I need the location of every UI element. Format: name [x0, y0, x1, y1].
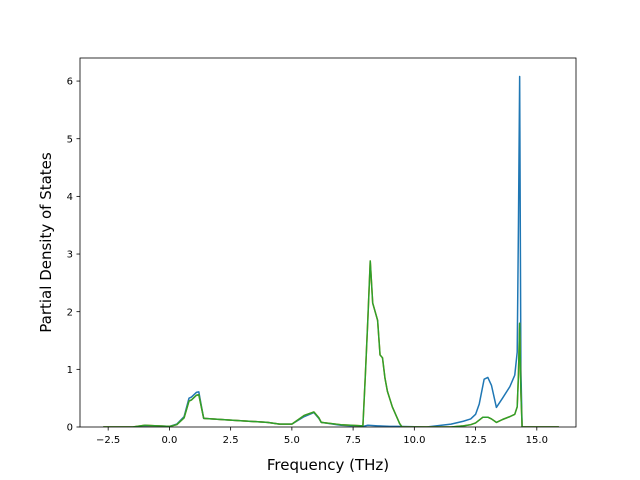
y-tick-label: 6	[67, 77, 73, 88]
series-line-1	[103, 75, 559, 427]
x-tick-label: 15.0	[526, 435, 548, 446]
y-tick-label: 0	[67, 423, 73, 434]
y-tick-label: 4	[67, 192, 73, 203]
x-tick-label: 2.5	[223, 435, 239, 446]
x-tick-label: 7.5	[345, 435, 361, 446]
x-tick-label: 12.5	[464, 435, 486, 446]
x-tick-label: 5.0	[284, 435, 300, 446]
y-tick-label: 3	[67, 250, 73, 261]
x-axis-label: Frequency (THz)	[267, 456, 389, 474]
y-tick-label: 1	[67, 365, 73, 376]
plot-frame	[79, 57, 577, 428]
x-axis-ticks: −2.5 0.0 2.5 5.0 7.5 10.0 12.5 15.0	[96, 427, 548, 446]
x-tick-label: 10.0	[403, 435, 425, 446]
y-axis-ticks: 0 1 2 3 4 5 6	[67, 77, 80, 434]
x-tick-label: 0.0	[161, 435, 177, 446]
y-tick-label: 2	[67, 307, 73, 318]
y-tick-label: 5	[67, 134, 73, 145]
y-axis-label: Partial Density of States	[37, 152, 55, 333]
series-layer	[103, 75, 559, 427]
series-line-3	[103, 260, 559, 427]
x-tick-label: −2.5	[96, 435, 120, 446]
